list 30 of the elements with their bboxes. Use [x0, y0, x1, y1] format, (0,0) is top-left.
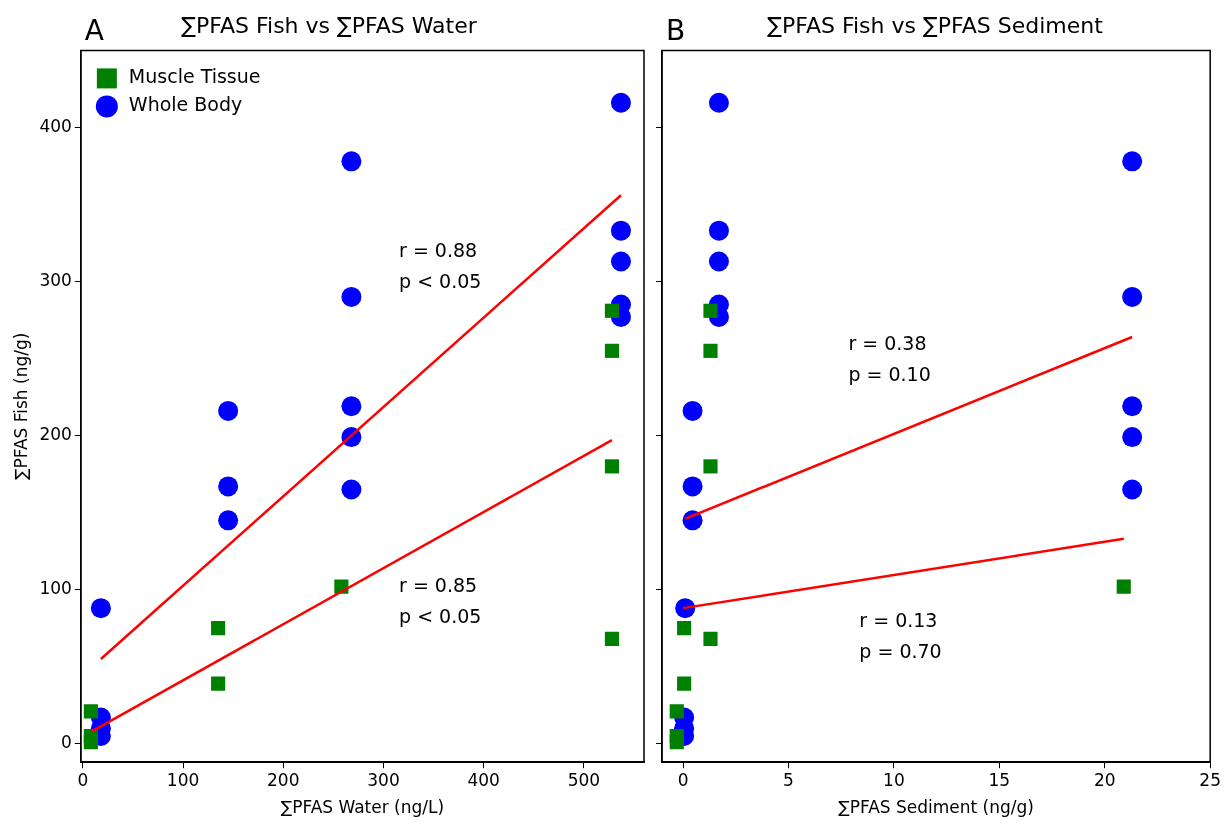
x-tick-label: 0: [77, 769, 89, 790]
x-tick-label: 5: [783, 769, 794, 790]
chart-title: ∑PFAS Fish vs ∑PFAS Water: [181, 12, 478, 38]
x-tick-label: 0: [677, 769, 689, 790]
x-tick-label: 500: [567, 769, 601, 790]
x-axis-title: ∑PFAS Water (ng/L): [280, 797, 445, 818]
x-tick-label: 20: [1093, 769, 1116, 790]
annotation: r = 0.88 p < 0.05: [399, 239, 482, 293]
x-tick-label: 200: [267, 769, 300, 790]
y-tick-label: 100: [39, 578, 72, 599]
x-tick-label: 25: [1199, 769, 1221, 790]
text: B: [666, 13, 686, 47]
x-tick-label: 400: [467, 769, 500, 790]
x-tick-label: 100: [166, 769, 200, 790]
x-tick-label: 300: [367, 769, 400, 790]
y-tick-label: 200: [39, 424, 72, 444]
legend-label: Whole Body: [128, 93, 243, 116]
y-tick-label: 400: [39, 115, 72, 136]
x-axis-title: ∑PFAS Sediment (ng/g): [838, 797, 1034, 818]
annotation: r = 0.13 p = 0.70: [859, 609, 942, 663]
annotation: r = 0.85 p < 0.05: [399, 573, 482, 627]
annotation: r = 0.38 p = 0.10: [848, 331, 931, 385]
y-tick-label: 300: [39, 269, 72, 290]
y-tick-label: 0: [61, 732, 72, 753]
legend-label: Muscle Tissue: [128, 65, 261, 88]
x-tick-label: 10: [883, 769, 905, 790]
x-tick-label: 15: [988, 769, 1011, 790]
y-axis-title: ∑PFAS Fish (ng/g): [10, 332, 31, 480]
text: A: [84, 13, 104, 47]
chart-title: ∑PFAS Fish vs ∑PFAS Sediment: [767, 12, 1104, 38]
